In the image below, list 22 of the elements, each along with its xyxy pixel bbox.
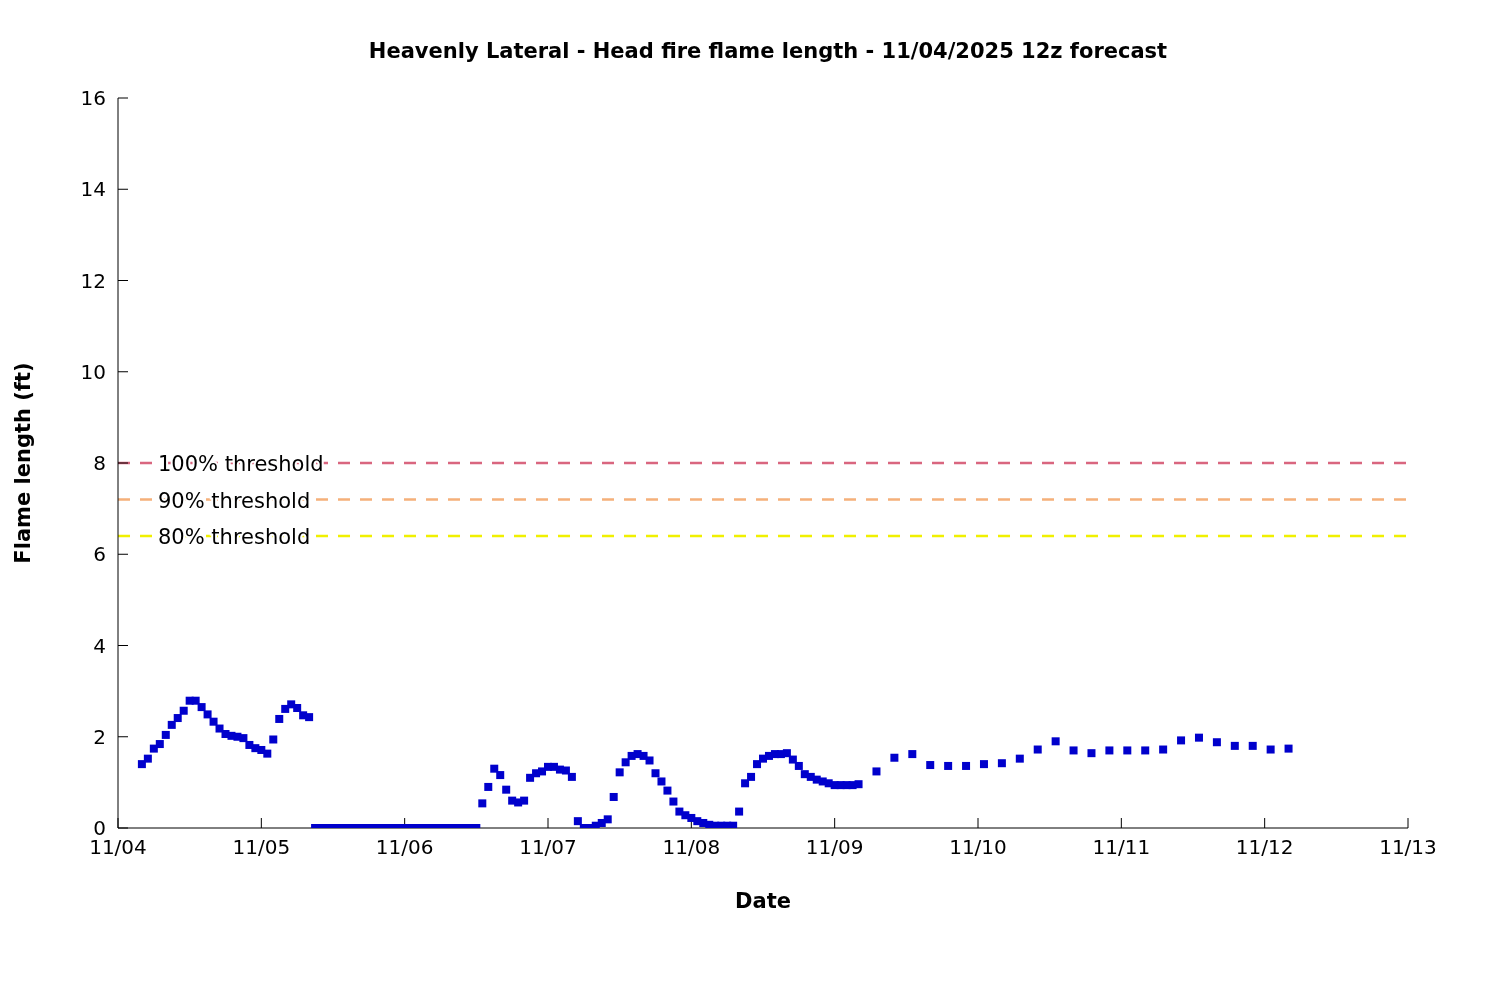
x-axis-title: Date [735,889,791,913]
x-tick-label: 11/09 [805,835,864,860]
ref-line-label: 90% threshold [158,488,311,513]
y-tick-label: 6 [93,542,106,567]
x-tick-label: 11/13 [1379,835,1437,860]
y-tick-label: 10 [80,359,106,384]
y-axis-title: Flame length (ft) [11,362,36,564]
x-tick-label: 11/11 [1092,835,1151,860]
x-tick-label: 11/06 [375,835,434,860]
y-tick-label: 14 [80,177,106,202]
y-tick-label: 2 [93,724,106,749]
y-tick-label: 12 [80,268,106,293]
x-tick-label: 11/08 [662,835,721,860]
ref-line-label: 80% threshold [158,525,311,549]
y-tick-label: 8 [93,451,106,476]
x-tick-label: 11/05 [232,835,291,860]
x-tick-label: 11/12 [1235,835,1294,860]
x-tick-label: 11/07 [519,835,577,860]
y-tick-label: 16 [80,86,106,111]
x-tick-label: 11/10 [949,835,1007,860]
y-tick-label: 4 [93,633,106,658]
chart-title: Heavenly Lateral - Head fire flame length - 11/04/2025 12z forecast [368,39,1168,63]
